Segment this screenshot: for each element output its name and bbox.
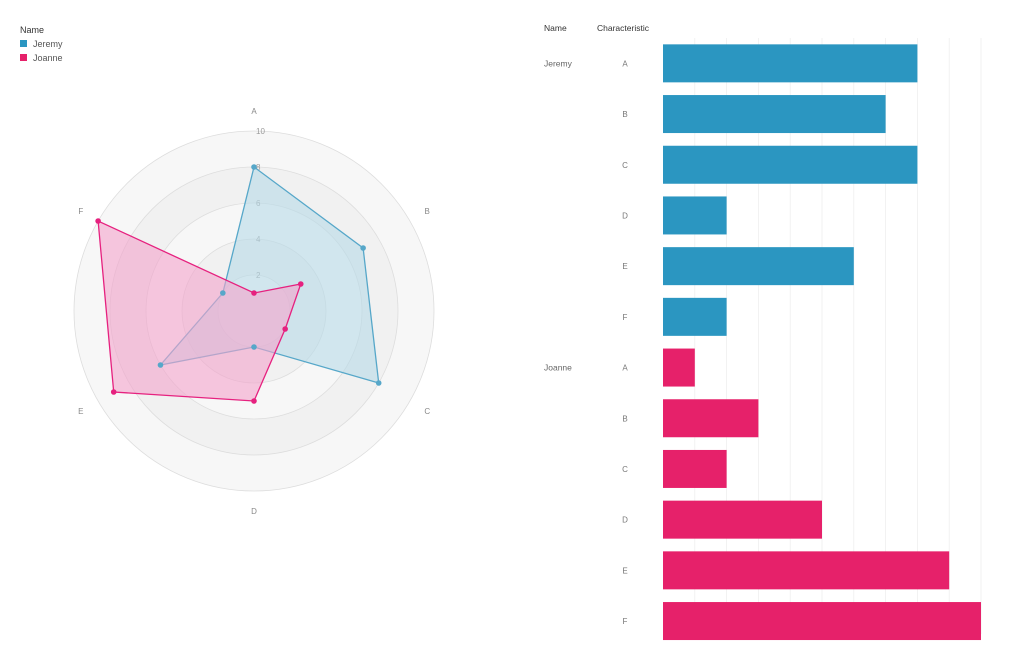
- bar-category-label-D: D: [622, 516, 628, 525]
- radar-axis-label-E: E: [78, 407, 83, 416]
- radar-point-joanne-A[interactable]: [251, 290, 257, 296]
- bar-jeremy-C[interactable]: [663, 145, 918, 184]
- header-name: Name: [544, 23, 567, 33]
- legend-title: Name: [20, 25, 44, 35]
- radar-point-jeremy-B[interactable]: [360, 245, 366, 251]
- bar-category-label-D: D: [622, 211, 628, 220]
- bar-category-label-A: A: [622, 59, 628, 68]
- bar-joanne-A[interactable]: [663, 348, 695, 387]
- radar-chart: 246810ABCDEF: [73, 107, 435, 516]
- radar-point-jeremy-E[interactable]: [157, 362, 164, 368]
- bar-group-label-jeremy: Jeremy: [544, 58, 573, 68]
- radar-axis-label-F: F: [78, 207, 83, 216]
- bar-category-label-A: A: [622, 364, 628, 373]
- bar-joanne-E[interactable]: [663, 551, 950, 590]
- bar-group-label-joanne: Joanne: [544, 363, 572, 373]
- bar-jeremy-F[interactable]: [663, 297, 727, 336]
- radar-ring-label: 8: [256, 163, 261, 172]
- radar-axis-label-C: C: [424, 407, 430, 416]
- bar-jeremy-B[interactable]: [663, 95, 886, 134]
- bar-joanne-C[interactable]: [663, 449, 727, 488]
- radar-point-joanne-C[interactable]: [282, 326, 288, 332]
- bar-category-label-E: E: [622, 262, 627, 271]
- legend-swatch-jeremy: [20, 40, 27, 47]
- radar-point-jeremy-C[interactable]: [375, 380, 382, 386]
- bar-category-label-C: C: [622, 161, 628, 170]
- bar-joanne-D[interactable]: [663, 500, 822, 539]
- radar-point-joanne-B[interactable]: [297, 281, 304, 287]
- radar-point-jeremy-F[interactable]: [220, 290, 226, 296]
- bar-category-label-F: F: [623, 617, 628, 626]
- legend-label-joanne[interactable]: Joanne: [33, 53, 63, 63]
- legend-label-jeremy[interactable]: Jeremy: [33, 39, 63, 49]
- bar-category-label-E: E: [622, 566, 627, 575]
- radar-point-joanne-F[interactable]: [95, 218, 101, 224]
- radar-axis-label-A: A: [251, 107, 257, 116]
- bar-category-label-B: B: [622, 110, 627, 119]
- legend: Name Jeremy Joanne: [20, 25, 63, 63]
- radar-point-jeremy-D[interactable]: [251, 344, 257, 350]
- bar-jeremy-A[interactable]: [663, 44, 918, 83]
- bar-joanne-B[interactable]: [663, 399, 759, 438]
- bar-category-label-C: C: [622, 465, 628, 474]
- legend-swatch-joanne: [20, 54, 27, 61]
- bar-joanne-F[interactable]: [663, 602, 981, 641]
- radar-point-joanne-E[interactable]: [110, 389, 117, 395]
- bar-category-label-F: F: [623, 313, 628, 322]
- radar-point-joanne-D[interactable]: [251, 398, 257, 404]
- bar-chart: Jeremy A B C D E F Joanne A B C D E F: [544, 38, 982, 641]
- radar-ring-label: 10: [256, 127, 265, 136]
- radar-axis-label-D: D: [251, 507, 257, 516]
- bar-category-label-B: B: [622, 414, 627, 423]
- header-characteristic: Characteristic: [597, 23, 650, 33]
- radar-axis-label-B: B: [425, 207, 430, 216]
- radar-point-jeremy-A[interactable]: [251, 164, 257, 170]
- bar-jeremy-D[interactable]: [663, 196, 727, 235]
- bar-jeremy-E[interactable]: [663, 247, 854, 286]
